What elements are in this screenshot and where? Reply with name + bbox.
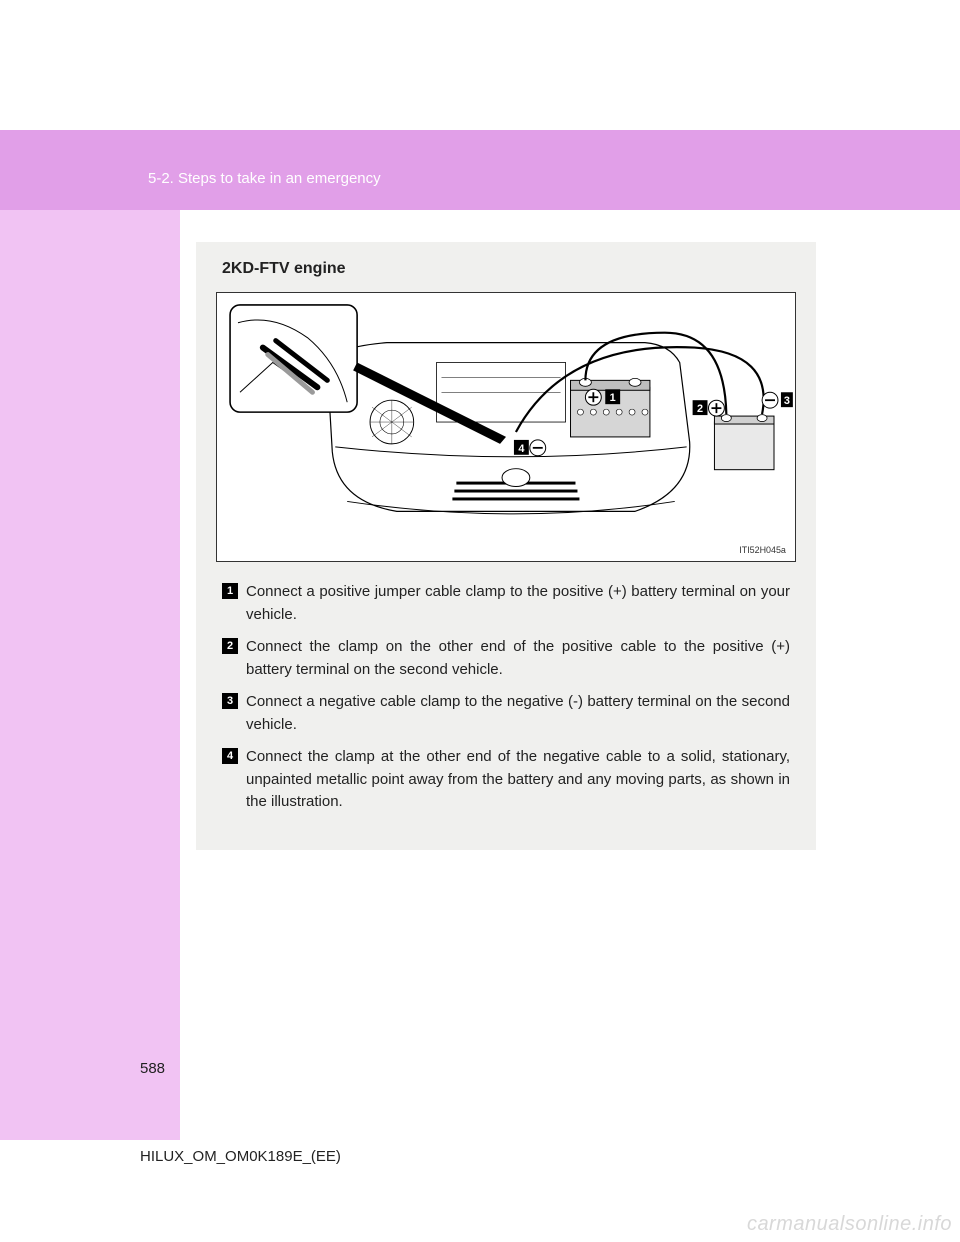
page-number: 588 (140, 1060, 165, 1077)
step-badge-4: 4 (222, 748, 238, 764)
content-box: 2KD-FTV engine (196, 242, 816, 850)
engine-diagram: 1 2 3 4 (216, 292, 796, 562)
watermark: carmanualsonline.info (747, 1213, 952, 1236)
svg-text:3: 3 (784, 395, 790, 407)
step-item: 4 Connect the clamp at the other end of … (222, 746, 790, 814)
svg-text:2: 2 (697, 403, 703, 415)
step-text: Connect the clamp at the other end of th… (246, 746, 790, 814)
step-badge-1: 1 (222, 583, 238, 599)
step-badge-3: 3 (222, 693, 238, 709)
steps-list: 1 Connect a positive jumper cable clamp … (216, 581, 796, 814)
figure-reference: ITI52H045a (739, 545, 786, 555)
step-badge-2: 2 (222, 638, 238, 654)
step-text: Connect the clamp on the other end of th… (246, 636, 790, 681)
step-item: 3 Connect a negative cable clamp to the … (222, 691, 790, 736)
svg-text:4: 4 (518, 443, 524, 455)
document-code: HILUX_OM_OM0K189E_(EE) (140, 1148, 341, 1165)
step-text: Connect a positive jumper cable clamp to… (246, 581, 790, 626)
section-header: 5-2. Steps to take in an emergency (148, 170, 381, 187)
engine-title: 2KD-FTV engine (222, 260, 796, 278)
svg-text:1: 1 (610, 392, 616, 404)
side-color-band (0, 210, 180, 1140)
top-color-band (0, 130, 960, 210)
step-text: Connect a negative cable clamp to the ne… (246, 691, 790, 736)
step-item: 2 Connect the clamp on the other end of … (222, 636, 790, 681)
manual-page: 5-2. Steps to take in an emergency 2KD-F… (0, 0, 960, 1242)
step-item: 1 Connect a positive jumper cable clamp … (222, 581, 790, 626)
